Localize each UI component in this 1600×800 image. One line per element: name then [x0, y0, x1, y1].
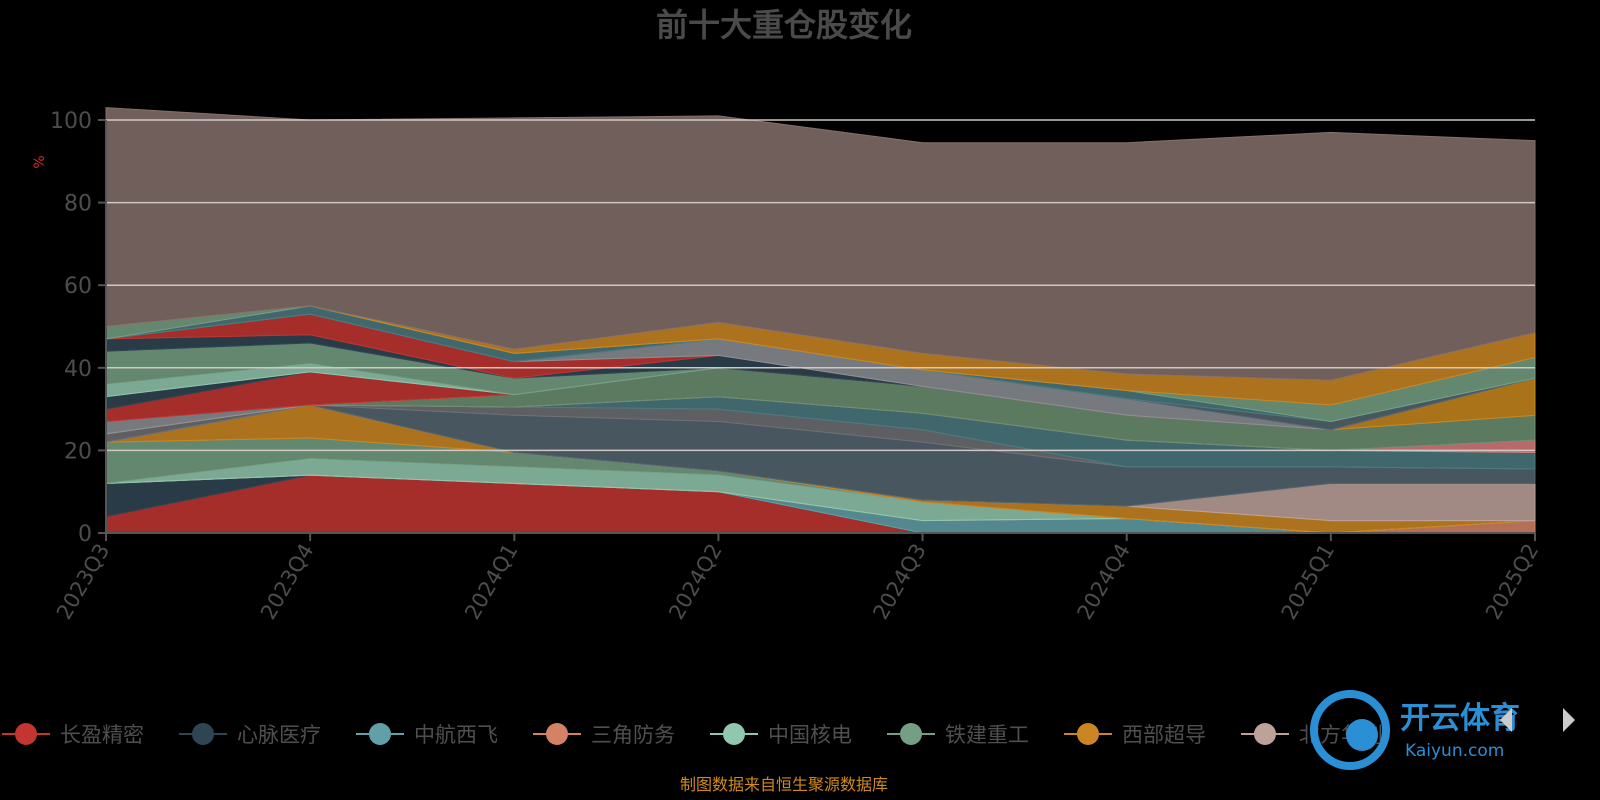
- y-tick-label: 20: [64, 439, 92, 464]
- legend-label: 西部超导: [1122, 723, 1206, 747]
- y-tick-label: 40: [64, 357, 92, 382]
- legend-item[interactable]: 铁建重工: [887, 723, 1029, 747]
- legend-label: 长盈精密: [60, 723, 144, 747]
- y-tick-label: 0: [78, 522, 92, 547]
- logo-ring-icon: [1310, 690, 1390, 770]
- legend-prev-icon[interactable]: [1500, 708, 1512, 732]
- legend-marker-icon: [900, 723, 922, 745]
- legend-item[interactable]: 中航西飞: [356, 723, 498, 747]
- y-tick-label: 80: [64, 192, 92, 217]
- x-tick-label: 2023Q4: [256, 540, 318, 624]
- x-tick-label: 2024Q1: [460, 540, 522, 624]
- legend-item[interactable]: 中国核电: [710, 723, 852, 747]
- x-tick-label: 2023Q3: [52, 540, 114, 624]
- y-axis-label: %: [32, 155, 48, 168]
- legend-label: 铁建重工: [945, 723, 1029, 747]
- legend-marker-icon: [15, 723, 37, 745]
- legend-marker-icon: [1077, 723, 1099, 745]
- y-tick-label: 60: [64, 274, 92, 299]
- x-tick-label: 2024Q3: [868, 540, 930, 624]
- legend-marker-icon: [192, 723, 214, 745]
- watermark-logo: 开云体育 Kaiyun.com: [1310, 690, 1520, 770]
- series-area-26[interactable]: [105, 107, 1536, 381]
- legend-next-icon[interactable]: [1563, 708, 1575, 732]
- y-tick-label: 100: [50, 109, 92, 134]
- legend-marker-icon: [546, 723, 568, 745]
- legend-pager[interactable]: [1500, 708, 1575, 732]
- legend-label: 中航西飞: [414, 723, 498, 747]
- watermark-sub: Kaiyun.com: [1405, 741, 1504, 761]
- x-tick-label: 2024Q2: [664, 540, 726, 624]
- legend-marker-icon: [369, 723, 391, 745]
- legend-item[interactable]: 西部超导: [1064, 723, 1206, 747]
- logo-ball-icon: [1346, 719, 1378, 751]
- legend-item[interactable]: 长盈精密: [2, 723, 144, 747]
- legend-marker-icon: [723, 723, 745, 745]
- legend-label: 三角防务: [591, 723, 675, 747]
- data-source-note: 制图数据来自恒生聚源数据库: [680, 775, 888, 794]
- plot-area: [105, 107, 1536, 534]
- legend-label: 心脉医疗: [237, 723, 321, 747]
- legend-item[interactable]: 心脉医疗: [179, 723, 321, 747]
- watermark-brand: 开云体育: [1400, 701, 1520, 736]
- x-tick-label: 2025Q1: [1277, 540, 1339, 624]
- chart-title: 前十大重仓股变化: [656, 6, 912, 44]
- legend-label: 中国核电: [768, 723, 852, 747]
- x-tick-label: 2024Q4: [1073, 540, 1135, 624]
- legend-item[interactable]: 三角防务: [533, 723, 675, 747]
- legend[interactable]: 长盈精密 心脉医疗 中航西飞 三角防务 中国核电 铁建重工 西部超导 北方华创: [2, 723, 1383, 747]
- legend-marker-icon: [1254, 723, 1276, 745]
- x-tick-label: 2025Q2: [1481, 540, 1543, 624]
